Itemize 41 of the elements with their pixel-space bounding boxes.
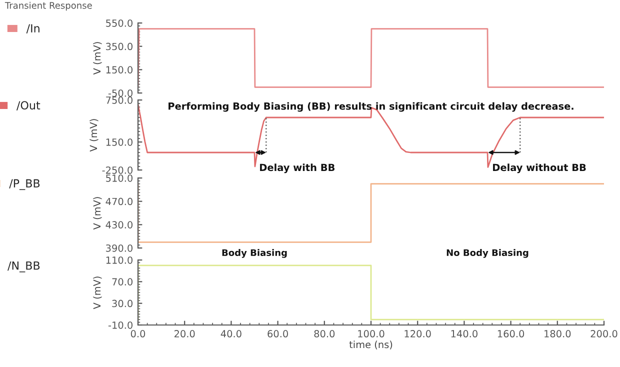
legend-label: /Out — [16, 101, 40, 110]
annotation: Delay without BB — [493, 164, 586, 174]
y-tick-label: 150.0 — [106, 138, 132, 146]
x-tick-label: 40.0 — [220, 330, 242, 338]
y-tick-label: -10.0 — [108, 321, 132, 329]
x-tick-label: 180.0 — [544, 330, 571, 338]
x-tick-label: 100.0 — [358, 330, 384, 338]
x-tick-label: 160.0 — [498, 330, 524, 338]
y-axis-title: V (mV) — [93, 197, 102, 230]
y-tick-label: 470.0 — [106, 198, 132, 206]
x-tick-label: 200.0 — [590, 330, 618, 338]
y-tick-label: 110.0 — [106, 256, 132, 264]
x-tick-label: 20.0 — [174, 330, 195, 338]
x-tick-label: 0.0 — [130, 330, 146, 338]
y-tick-label: 30.0 — [112, 300, 132, 308]
y-tick-label: -250.0 — [102, 166, 132, 174]
y-tick-label: 350.0 — [106, 42, 132, 50]
x-tick-label: 60.0 — [268, 330, 288, 338]
y-tick-label: 510.0 — [106, 174, 132, 182]
text: Body Biasing — [222, 249, 287, 258]
text: Transient Response — [4, 2, 92, 11]
x-tick-label: 80.0 — [314, 330, 335, 338]
y-axis-title: V (mV) — [90, 119, 98, 152]
x-tick-label: 120.0 — [404, 330, 431, 338]
y-tick-label: -50.0 — [108, 89, 132, 97]
y-tick-label: 150.0 — [106, 66, 132, 74]
y-tick-label: 70.0 — [112, 278, 132, 286]
annotation: Performing Body Biasing (BB) results in significant circuit delay decrease. — [168, 102, 574, 112]
legend-label: /In — [26, 24, 40, 34]
legend-label: /P_BB — [9, 179, 40, 190]
text: /N_BB — [8, 262, 40, 272]
y-tick-label: 750.0 — [106, 96, 132, 104]
y-axis-title: V (mV) — [93, 42, 102, 75]
x-axis-title: time (ns) — [349, 340, 392, 350]
y-tick-label: 550.0 — [106, 19, 132, 27]
annotation: Delay with BB — [260, 164, 335, 174]
y-tick-label: 430.0 — [106, 221, 132, 228]
y-tick-label: 390.0 — [106, 244, 132, 252]
y-axis-title: V (mV) — [93, 276, 102, 310]
x-tick-label: 140.0 — [451, 330, 478, 338]
text: No Body Biasing — [446, 249, 528, 258]
